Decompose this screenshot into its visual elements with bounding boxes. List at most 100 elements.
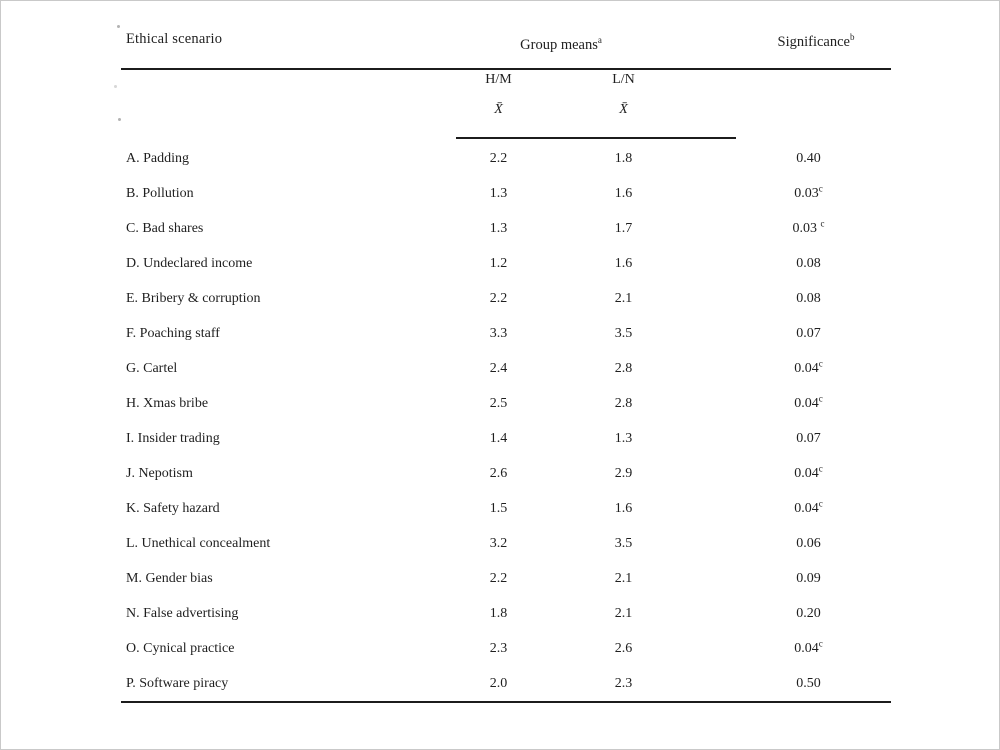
significance-number: 0.04 [794,500,819,516]
significance-number: 0.20 [796,605,821,621]
scenario-label: H. Xmas bribe [126,395,209,411]
significance-value: 0.06 [686,536,931,552]
mean-symbol-ln: X̄ [619,102,628,117]
hm-mean-value: 1.5 [489,500,508,516]
table-row: K. Safety hazard 1.5 1.6 0.04c [121,491,931,526]
ln-mean-value: 1.7 [614,220,633,236]
table-bottom-rule [121,701,891,703]
significance-value: 0.07 [686,326,931,342]
significance-value: 0.04c [686,498,931,517]
ln-mean-value: 2.8 [614,360,633,376]
ln-mean-value: 1.6 [614,255,633,271]
hm-mean-value: 1.8 [489,605,508,621]
group-means-footnote-sup: a [597,35,602,46]
hm-mean-value: 3.3 [489,325,508,341]
hm-mean-value: 1.3 [489,185,508,201]
significance-value: 0.20 [686,606,931,622]
ln-mean-value: 1.3 [614,430,633,446]
significance-row-footnote-sup: c [818,392,823,403]
table-body: A. Padding 2.2 1.8 0.40 B. Pollution 1.3… [121,141,931,701]
group-means-label: Group means [520,37,598,53]
significance-row-footnote-sup: c [820,217,825,228]
significance-value: 0.04c [686,392,931,412]
table-row: H. Xmas bribe 2.5 2.8 0.04c [121,386,931,421]
table-row: G. Cartel 2.4 2.8 0.04c [121,351,931,386]
significance-value: 0.09 [686,571,931,587]
table-row: L. Unethical concealment 3.2 3.5 0.06 [121,526,931,561]
significance-value: 0.03 c [686,217,931,237]
table-top-rule [121,68,891,70]
scenario-label: E. Bribery & corruption [126,290,261,306]
significance-value: 0.03c [686,182,931,202]
significance-row-footnote-sup: c [818,182,823,193]
stray-scan-mark [118,118,121,121]
scenario-label: O. Cynical practice [126,640,235,656]
subheader-ln-group: L/N [612,72,635,87]
table-row: J. Nepotism 2.6 2.9 0.04c [121,456,931,491]
significance-label: Significance [777,34,850,50]
significance-number: 0.04 [794,360,819,376]
hm-mean-value: 1.4 [489,430,508,446]
table-row: I. Insider trading 1.4 1.3 0.07 [121,421,931,456]
ln-mean-value: 2.1 [614,605,633,621]
significance-number: 0.40 [796,150,821,166]
significance-value: 0.07 [686,431,931,447]
hm-mean-value: 1.2 [489,255,508,271]
significance-number: 0.03 [792,220,821,236]
column-header-significance: Significanceb [691,32,941,51]
hm-mean-value: 2.6 [489,465,508,481]
scenario-label: M. Gender bias [126,570,213,586]
hm-mean-value: 2.2 [489,570,508,586]
table-mid-rule [456,137,736,139]
scenario-label: N. False advertising [126,605,239,621]
significance-value: 0.50 [686,676,931,692]
significance-number: 0.50 [796,675,821,691]
ln-mean-value: 1.6 [614,185,633,201]
ln-mean-value: 3.5 [614,535,633,551]
significance-number: 0.04 [794,465,819,481]
scenario-label: J. Nepotism [126,465,193,481]
hm-mean-value: 1.3 [489,220,508,236]
table-row: N. False advertising 1.8 2.1 0.20 [121,596,931,631]
significance-value: 0.40 [686,151,931,167]
significance-row-footnote-sup: c [818,637,823,648]
hm-mean-value: 2.4 [489,360,508,376]
hm-mean-value: 2.2 [489,290,508,306]
scenario-label: L. Unethical concealment [126,535,271,551]
table-row: E. Bribery & corruption 2.2 2.1 0.08 [121,281,931,316]
table-row: O. Cynical practice 2.3 2.6 0.04c [121,631,931,666]
hm-mean-value: 2.0 [489,675,508,691]
table-row: D. Undeclared income 1.2 1.6 0.08 [121,246,931,281]
table-row: C. Bad shares 1.3 1.7 0.03 c [121,211,931,246]
significance-number: 0.04 [794,640,819,656]
significance-number: 0.07 [796,325,821,341]
ln-mean-value: 1.6 [614,500,633,516]
table-row: A. Padding 2.2 1.8 0.40 [121,141,931,176]
scenario-label: A. Padding [126,150,189,166]
scenario-label: D. Undeclared income [126,255,253,271]
hm-mean-value: 2.3 [489,640,508,656]
mean-symbol-hm: X̄ [494,102,503,117]
scenario-label: C. Bad shares [126,220,204,236]
scenario-label: F. Poaching staff [126,325,220,341]
subheader-hm-group: H/M [485,72,512,87]
table-row: P. Software piracy 2.0 2.3 0.50 [121,666,931,701]
ln-mean-value: 2.8 [614,395,633,411]
hm-mean-value: 2.2 [489,150,508,166]
scenario-label: K. Safety hazard [126,500,220,516]
significance-row-footnote-sup: c [818,462,823,473]
stray-scan-mark [114,85,117,88]
significance-footnote-sup: b [849,32,855,43]
stray-scan-mark [117,25,120,28]
significance-row-footnote-sup: c [818,357,823,368]
significance-number: 0.08 [796,290,821,306]
significance-number: 0.08 [796,255,821,271]
significance-number: 0.03 [794,185,819,201]
significance-value: 0.04c [686,462,931,482]
hm-mean-value: 2.5 [489,395,508,411]
column-header-group-means: Group meansa [436,35,686,54]
ln-mean-value: 2.1 [614,290,633,306]
significance-value: 0.04c [686,357,931,377]
significance-value: 0.08 [686,256,931,272]
